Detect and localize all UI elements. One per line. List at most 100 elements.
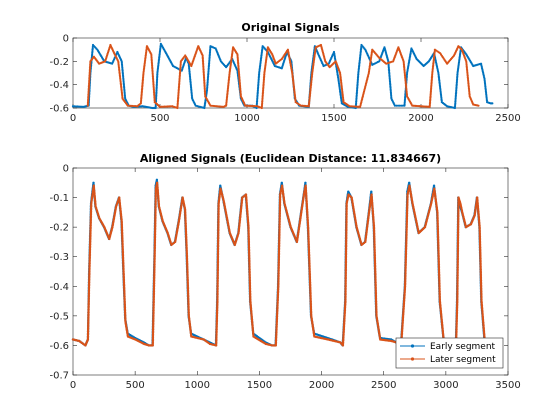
aligned-signals-ytick-label: -0.4 xyxy=(49,282,69,293)
original-signals-point xyxy=(156,73,159,76)
original-signals-point xyxy=(255,106,258,110)
original-signals-point xyxy=(89,63,92,66)
original-signals-point xyxy=(151,70,154,73)
aligned-signals-tick-labels: 0 500 1000 1500 2000 2500 3000 3500-0.7-0.6-0.5… xyxy=(49,164,520,392)
original-signals-point xyxy=(465,61,468,65)
original-signals-point xyxy=(206,83,209,86)
original-signals-point xyxy=(262,86,265,89)
original-signals-point xyxy=(262,84,265,87)
original-signals-point xyxy=(262,76,266,79)
original-signals-point xyxy=(88,76,91,79)
original-signals-point xyxy=(454,97,457,100)
original-signals-point xyxy=(202,66,205,70)
original-signals-point xyxy=(455,79,459,83)
original-signals-point xyxy=(207,70,210,73)
original-signals-point xyxy=(201,55,204,59)
original-signals-point xyxy=(88,80,91,84)
original-signals-point xyxy=(261,89,265,92)
original-signals-point xyxy=(187,64,190,67)
aligned-signals-ytick-label: -0.6 xyxy=(49,341,69,352)
original-signals-xtick-label: 1500 xyxy=(321,113,346,124)
original-signals-point xyxy=(467,88,471,92)
original-signals-point xyxy=(203,87,206,90)
original-signals-point xyxy=(256,87,260,91)
original-signals-point xyxy=(262,87,265,91)
original-signals-point xyxy=(404,77,407,80)
original-signals-point xyxy=(208,54,211,57)
original-signals-point xyxy=(405,93,409,96)
original-signals-point xyxy=(354,103,358,106)
original-signals-point xyxy=(189,83,192,86)
original-signals-point xyxy=(202,63,205,67)
original-signals-point xyxy=(202,70,205,73)
original-signals-point xyxy=(468,93,471,96)
original-signals-point xyxy=(467,79,470,82)
original-signals-point xyxy=(455,83,458,86)
aligned-signals-ytick-label: 0 xyxy=(63,164,69,175)
original-signals-point xyxy=(178,78,181,82)
original-signals-point xyxy=(454,98,457,102)
original-signals-point xyxy=(88,79,91,82)
original-signals-point xyxy=(189,84,193,88)
original-signals-point xyxy=(455,90,458,94)
original-signals-point xyxy=(404,84,408,87)
original-signals-point xyxy=(467,82,470,85)
original-signals-point xyxy=(86,101,90,104)
original-signals-point xyxy=(405,85,408,88)
original-signals-xtick-label: 2500 xyxy=(495,113,520,124)
aligned-signals-xtick-label: 3500 xyxy=(495,380,520,391)
original-signals-point xyxy=(88,66,92,69)
original-signals-point xyxy=(177,89,180,92)
aligned-signals-ytick-label: -0.7 xyxy=(49,371,69,382)
original-signals-point xyxy=(453,105,457,108)
original-signals-point xyxy=(151,75,155,78)
original-signals-point xyxy=(87,98,90,101)
original-signals-point xyxy=(190,94,193,97)
original-signals-point xyxy=(203,81,206,84)
original-signals-point xyxy=(153,94,156,97)
original-signals-point xyxy=(204,93,207,96)
original-signals-point xyxy=(133,104,136,108)
original-signals-point xyxy=(206,81,209,84)
original-signals-point xyxy=(355,94,358,97)
original-signals-point xyxy=(257,75,261,78)
aligned-signals-ytick-label: -0.1 xyxy=(49,193,69,204)
original-signals-point xyxy=(466,74,469,77)
original-signals-point xyxy=(306,105,309,108)
original-signals-point xyxy=(188,67,191,70)
original-signals-point xyxy=(189,86,193,89)
original-signals-point xyxy=(203,90,207,93)
original-signals-point xyxy=(189,78,192,81)
original-signals-point xyxy=(206,84,209,87)
original-signals-point xyxy=(405,87,408,90)
original-signals-point xyxy=(151,65,154,69)
original-signals-point xyxy=(155,79,159,83)
original-signals-point xyxy=(153,99,156,102)
original-signals-point xyxy=(256,94,259,97)
original-signals-point xyxy=(150,59,153,62)
original-signals-point xyxy=(257,83,260,86)
original-signals-point xyxy=(151,69,154,72)
original-signals-point xyxy=(455,78,459,81)
original-signals-point xyxy=(308,98,311,102)
original-signals-point xyxy=(355,97,358,100)
original-signals-point xyxy=(126,104,129,107)
original-signals-point xyxy=(257,76,260,79)
original-signals-point xyxy=(307,103,311,106)
original-signals-point xyxy=(151,64,154,67)
original-signals-point xyxy=(355,102,358,105)
original-signals-point xyxy=(152,91,156,94)
original-signals-point xyxy=(207,68,210,72)
original-signals-point xyxy=(190,91,193,94)
original-signals-point xyxy=(207,73,210,76)
original-signals-point xyxy=(402,63,406,66)
original-signals-point xyxy=(202,71,205,74)
original-signals-point xyxy=(153,96,156,99)
original-signals-point xyxy=(357,73,360,76)
original-signals-point xyxy=(152,80,155,83)
original-signals-point xyxy=(355,92,358,95)
original-signals-point xyxy=(87,93,90,96)
original-signals-point xyxy=(356,84,359,87)
original-signals-point xyxy=(256,98,259,102)
